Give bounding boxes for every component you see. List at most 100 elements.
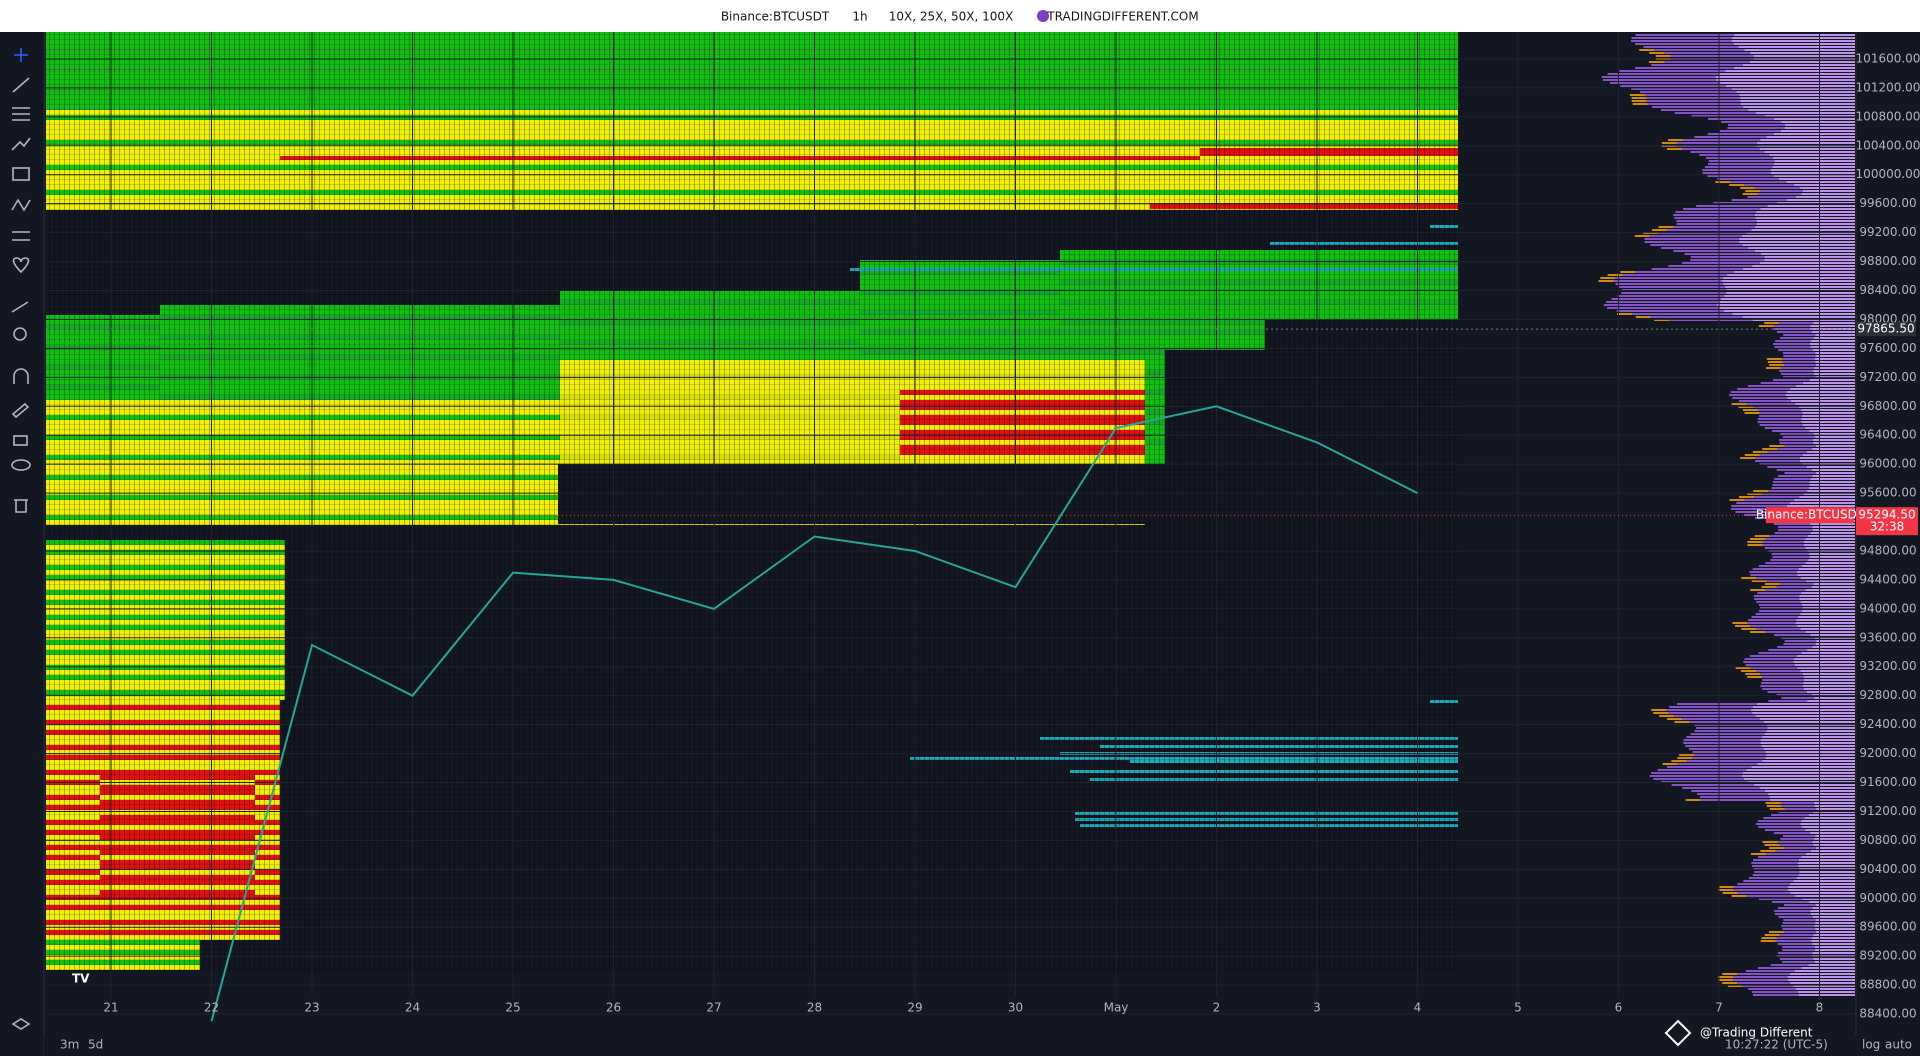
profile-bar (1746, 769, 1855, 771)
range-button[interactable]: 3m (60, 1038, 79, 1052)
profile-bar (1798, 859, 1855, 861)
profile-bar (1801, 856, 1855, 858)
profile-bar (1764, 151, 1855, 153)
x-tick-label: 26 (606, 1001, 621, 1015)
profile-bar (1795, 196, 1855, 198)
profile-bar (1762, 448, 1778, 450)
profile-bar (1813, 958, 1855, 960)
profile-bar (1815, 904, 1855, 906)
y-tick-label: 101600.00 (1856, 51, 1920, 65)
profile-bar (1735, 625, 1751, 627)
profile-bar (1752, 265, 1855, 267)
profile-bar (1666, 148, 1682, 150)
crosshair-tool[interactable] (14, 48, 28, 62)
range-button[interactable]: 5d (88, 1038, 103, 1052)
profile-bar (1716, 304, 1855, 306)
profile-bar (1810, 634, 1855, 636)
layers-tool[interactable] (11, 1018, 31, 1030)
profile-bar (1734, 271, 1855, 273)
profile-bar (1769, 796, 1855, 798)
profile-bar (1790, 982, 1855, 984)
x-tick-label: 23 (304, 1001, 319, 1015)
profile-bar (1662, 763, 1678, 765)
profile-bar (1774, 163, 1855, 165)
profile-bar (1797, 574, 1855, 576)
favorites-tool[interactable] (12, 257, 30, 274)
profile-bar (1811, 940, 1855, 942)
profile-bar (1815, 352, 1855, 354)
text-tool[interactable] (12, 167, 30, 181)
profile-bar (1787, 976, 1855, 978)
profile-bar (1816, 364, 1855, 366)
log-toggle[interactable]: log (1862, 1038, 1880, 1052)
profile-bar (1772, 166, 1855, 168)
profile-bar (1766, 754, 1855, 756)
profile-bar (1813, 439, 1855, 441)
tv-logo: TV (72, 972, 90, 986)
profile-bar (1796, 988, 1855, 990)
symbol[interactable]: Binance:BTCUSDT (721, 10, 830, 24)
profile-bar (1761, 745, 1855, 747)
profile-bar (1802, 607, 1855, 609)
profile-bar (1742, 316, 1855, 318)
profile-bar (1767, 727, 1855, 729)
profile-bar (1654, 319, 1670, 321)
forecast-tool[interactable] (11, 198, 31, 212)
profile-bar (1812, 646, 1855, 648)
profile-bar (1729, 184, 1745, 186)
profile-bar (1809, 379, 1855, 381)
profile-bar (1769, 808, 1785, 810)
delete-tool[interactable] (14, 499, 28, 513)
ruler-tool[interactable] (11, 301, 29, 313)
profile-bar (1804, 544, 1855, 546)
grid-overlay (46, 32, 1458, 972)
profile-bar (1812, 331, 1855, 333)
profile-bar (1634, 235, 1650, 237)
profile-bar (1718, 307, 1855, 309)
auto-toggle[interactable]: auto (1885, 1038, 1912, 1052)
pattern-tool[interactable] (11, 137, 31, 151)
interval[interactable]: 1h (852, 10, 867, 24)
profile-bar (1810, 913, 1855, 915)
fib-tool[interactable] (12, 107, 30, 121)
profile-bar (1774, 118, 1855, 120)
profile-bar (1794, 664, 1855, 666)
profile-bar (1805, 829, 1855, 831)
profile-bar (1808, 559, 1855, 561)
magnet-tool[interactable] (13, 368, 29, 384)
y-tick-label: 93200.00 (1859, 659, 1916, 673)
visibility-tool[interactable] (11, 459, 31, 471)
draw-mode-tool[interactable] (11, 402, 30, 419)
profile-bar (1744, 49, 1855, 51)
profile-bar (1804, 541, 1855, 543)
watermark: @Trading Different (1700, 1026, 1813, 1040)
trendline-tool[interactable] (12, 77, 30, 93)
profile-bar (1802, 685, 1855, 687)
measure-tool[interactable] (12, 231, 30, 241)
profile-bar (1661, 142, 1677, 144)
lock-tool[interactable] (13, 435, 28, 446)
profile-bar (1815, 334, 1855, 336)
profile-bar (1723, 310, 1855, 312)
profile-bar (1803, 382, 1855, 384)
profile-bar (1774, 133, 1855, 135)
profile-bar (1631, 97, 1647, 99)
profile-bar (1801, 967, 1855, 969)
x-tick-label: 7 (1715, 1001, 1723, 1015)
profile-bar (1805, 538, 1855, 540)
profile-bar (1773, 175, 1855, 177)
profile-bar (1755, 217, 1855, 219)
profile-bar (1815, 946, 1855, 948)
y-tick-label: 100000.00 (1856, 167, 1920, 181)
y-tick-label: 96400.00 (1859, 428, 1916, 442)
profile-bar (1762, 760, 1855, 762)
profile-bar (1751, 580, 1767, 582)
profile-bar (1766, 730, 1855, 732)
zoom-tool[interactable] (13, 327, 27, 341)
profile-bar (1804, 817, 1855, 819)
profile-bar (1815, 928, 1855, 930)
profile-bar (1786, 391, 1855, 393)
profile-bar (1796, 571, 1855, 573)
profile-bar (1781, 121, 1855, 123)
y-tick-label: 89600.00 (1859, 920, 1916, 934)
